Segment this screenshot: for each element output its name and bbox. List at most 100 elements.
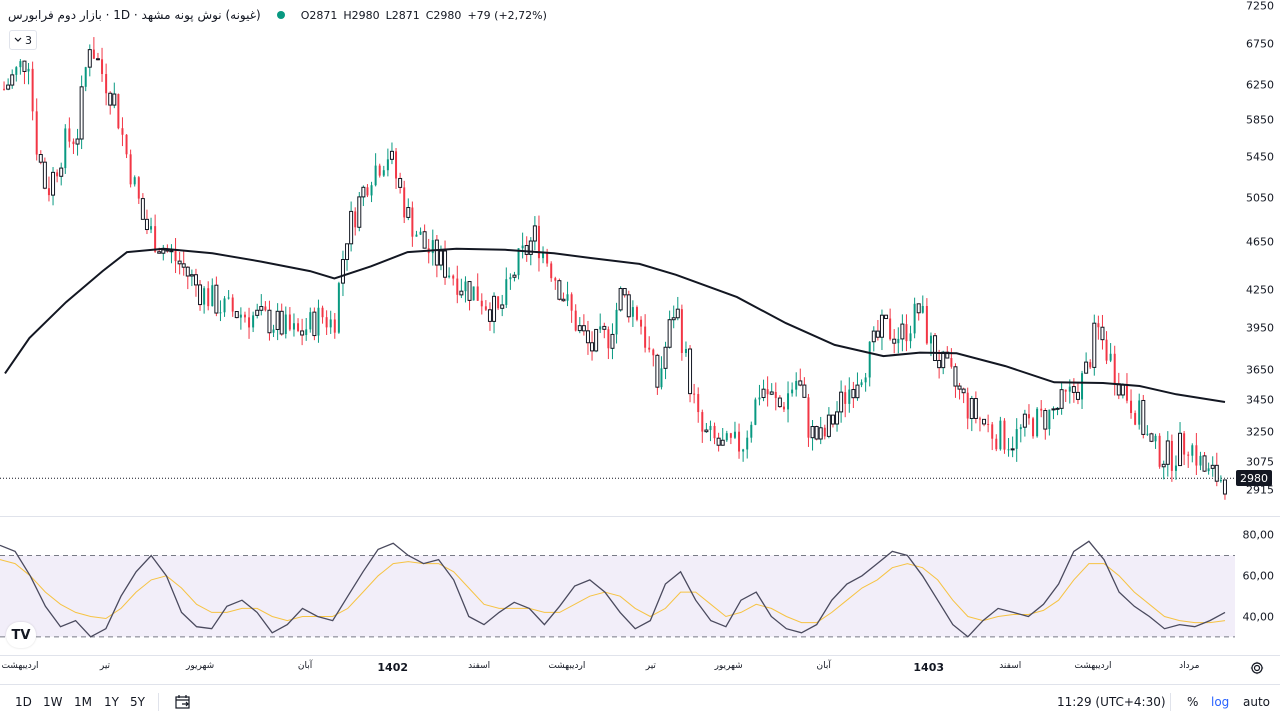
candle xyxy=(239,307,242,330)
rsi-tick-label: 60,00 xyxy=(1242,569,1275,583)
rsi-chart[interactable] xyxy=(0,517,1235,655)
price-pane[interactable] xyxy=(0,0,1235,516)
log-scale-toggle[interactable]: log xyxy=(1211,695,1230,709)
timeframe-1m-button[interactable]: 1M xyxy=(74,695,92,709)
candle xyxy=(333,313,336,339)
time-tick-label: شهریور xyxy=(185,661,215,671)
candle xyxy=(345,243,350,271)
candle xyxy=(137,176,140,204)
rsi-pane[interactable] xyxy=(0,517,1235,655)
candle xyxy=(631,300,634,328)
candle xyxy=(671,305,676,329)
tradingview-logo-icon[interactable]: TV xyxy=(6,622,36,648)
candle xyxy=(615,302,618,344)
candle xyxy=(1130,389,1133,419)
candle xyxy=(761,379,766,402)
candle xyxy=(1084,352,1089,374)
candle xyxy=(966,387,969,430)
date-range-icon[interactable] xyxy=(174,693,192,711)
candle xyxy=(577,317,582,334)
candle xyxy=(219,300,222,322)
candle xyxy=(84,66,87,92)
timeframe-5y-button[interactable]: 5Y xyxy=(130,695,145,709)
candle xyxy=(884,314,889,320)
indicators-collapse-button[interactable]: 3 xyxy=(9,30,37,50)
candle xyxy=(19,59,22,75)
candle xyxy=(1092,314,1097,376)
candle xyxy=(550,261,553,282)
price-chart[interactable] xyxy=(0,0,1235,516)
low-value: L2871 xyxy=(385,8,420,22)
candle xyxy=(871,326,876,352)
candle xyxy=(181,250,186,276)
time-tick-label: شهریور xyxy=(714,661,743,671)
price-tick-label: 4250 xyxy=(1246,283,1274,297)
candle xyxy=(978,416,981,432)
time-tick-label: تیر xyxy=(99,661,111,671)
bottom-toolbar: 1D 1W 1M 1Y 5Y 11:29 (UTC+4:30) % log au… xyxy=(0,684,1280,720)
candle xyxy=(742,448,745,462)
candle xyxy=(660,356,663,390)
timeframe-1y-button[interactable]: 1Y xyxy=(104,695,119,709)
candle xyxy=(292,313,295,337)
indicator-count: 3 xyxy=(25,33,32,47)
candle xyxy=(1051,406,1056,420)
candle xyxy=(697,387,700,423)
moving-average-line xyxy=(4,247,1226,403)
candle xyxy=(1222,479,1227,500)
candle xyxy=(267,300,272,341)
time-axis[interactable]: اردیبهشت تیر شهریور آبان 1402 اسفند اردیبهشت تی… xyxy=(0,655,1235,679)
auto-scale-toggle[interactable]: auto xyxy=(1243,695,1271,709)
candle xyxy=(51,167,56,206)
candle xyxy=(1134,410,1137,426)
time-tick-label: 1402 xyxy=(377,661,409,674)
symbol-legend: (غیونه) نوش پونه مشهد · 1D · بازار دوم ف… xyxy=(8,8,547,22)
symbol-title[interactable]: (غیونه) نوش پونه مشهد · 1D · بازار دوم ف… xyxy=(8,8,261,22)
candle xyxy=(581,314,586,336)
candle xyxy=(953,363,958,398)
candle xyxy=(777,395,782,408)
candle xyxy=(1105,331,1108,365)
candle xyxy=(524,236,529,262)
candle xyxy=(937,349,942,379)
timeframe-1d-button[interactable]: 1D xyxy=(15,695,32,709)
price-tick-label: 5050 xyxy=(1246,191,1274,205)
price-axis[interactable]: 7250 6750 6250 5850 5450 5050 4650 4250 3950 3650… xyxy=(1235,0,1280,516)
candle xyxy=(337,281,340,334)
candle xyxy=(810,420,815,451)
candle xyxy=(248,307,251,339)
candle xyxy=(189,269,194,287)
timeframe-1w-button[interactable]: 1W xyxy=(43,695,63,709)
percent-scale-toggle[interactable]: % xyxy=(1187,695,1199,709)
candle xyxy=(557,278,562,301)
candle xyxy=(434,234,439,278)
candle xyxy=(255,303,260,319)
candle xyxy=(807,393,810,447)
high-value: H2980 xyxy=(343,8,380,22)
candle xyxy=(22,60,27,85)
candle xyxy=(357,191,362,232)
current-price-label: 2980 xyxy=(1236,470,1272,487)
candle xyxy=(309,307,312,333)
candle xyxy=(403,180,406,224)
candle xyxy=(626,290,631,323)
candle xyxy=(203,286,206,314)
candle xyxy=(823,424,826,440)
gear-icon[interactable] xyxy=(1249,660,1265,676)
candle xyxy=(802,377,807,398)
candle xyxy=(185,266,190,290)
candle xyxy=(916,303,921,321)
market-status-icon xyxy=(276,11,285,19)
rsi-axis[interactable]: 80,00 60,00 40,00 xyxy=(1235,517,1280,655)
candle xyxy=(243,311,246,323)
candle xyxy=(1089,359,1092,369)
candle xyxy=(1149,432,1154,443)
candle xyxy=(835,401,840,432)
candle xyxy=(991,421,994,451)
candle xyxy=(275,303,280,341)
candle xyxy=(129,149,132,188)
candle xyxy=(1165,431,1170,477)
clock-timezone[interactable]: 11:29 (UTC+4:30) xyxy=(1057,695,1166,709)
candle xyxy=(259,294,264,316)
candle xyxy=(161,244,166,261)
